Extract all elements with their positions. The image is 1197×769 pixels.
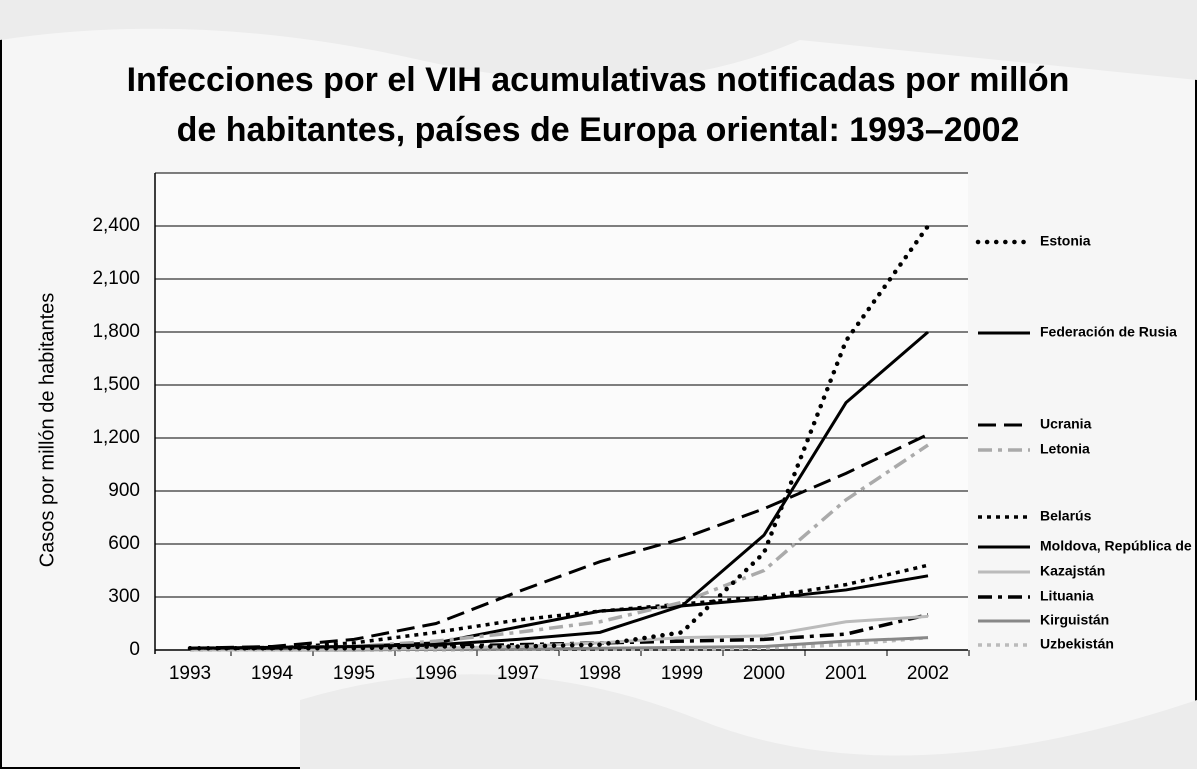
series-line bbox=[190, 614, 929, 652]
chart-title: de habitantes, países de Europa oriental… bbox=[177, 111, 1020, 149]
series-line bbox=[190, 563, 929, 650]
legend-label: Belarús bbox=[1040, 508, 1092, 524]
series-line bbox=[189, 433, 929, 650]
y-tick-label: 1,800 bbox=[92, 321, 140, 342]
legend-label: Ucrania bbox=[1040, 416, 1092, 432]
x-tick-label: 1999 bbox=[661, 663, 703, 684]
x-tick-label: 2001 bbox=[825, 663, 867, 684]
y-tick-label: 2,400 bbox=[92, 215, 140, 236]
legend-label: Lituania bbox=[1040, 588, 1094, 604]
y-tick-label: 1,500 bbox=[92, 374, 140, 395]
legend-label: Letonia bbox=[1040, 441, 1090, 457]
x-tick-label: 1997 bbox=[497, 663, 539, 684]
plot-area bbox=[155, 173, 968, 650]
legend-label: Estonia bbox=[1040, 233, 1091, 249]
x-tick-label: 1994 bbox=[251, 663, 294, 684]
map-shape bbox=[0, 0, 1197, 81]
y-tick-label: 1,200 bbox=[92, 427, 140, 448]
y-tick-label: 2,100 bbox=[92, 268, 140, 289]
series-line bbox=[187, 223, 931, 651]
y-tick-label: 0 bbox=[129, 639, 140, 660]
y-tick-label: 600 bbox=[108, 533, 140, 554]
x-tick-label: 2002 bbox=[907, 663, 949, 684]
x-tick-label: 1995 bbox=[333, 663, 375, 684]
x-tick-label: 2000 bbox=[743, 663, 785, 684]
map-shape bbox=[300, 674, 1197, 769]
y-tick-label: 300 bbox=[108, 586, 140, 607]
legend-label: Kazajstán bbox=[1040, 563, 1105, 579]
x-tick-label: 1996 bbox=[415, 663, 457, 684]
legend-label: Uzbekistán bbox=[1040, 636, 1114, 652]
x-tick-label: 1998 bbox=[579, 663, 621, 684]
y-axis-label: Casos por millón de habitantes bbox=[36, 293, 58, 568]
chart-title: Infecciones por el VIH acumulativas noti… bbox=[127, 61, 1070, 99]
legend-label: Kirguistán bbox=[1040, 612, 1109, 628]
legend-label: Moldova, República de bbox=[1040, 538, 1192, 554]
x-tick-label: 1993 bbox=[169, 663, 211, 684]
series-line bbox=[189, 330, 929, 650]
legend-label: Federación de Rusia bbox=[1040, 324, 1177, 340]
y-tick-label: 900 bbox=[108, 480, 140, 501]
